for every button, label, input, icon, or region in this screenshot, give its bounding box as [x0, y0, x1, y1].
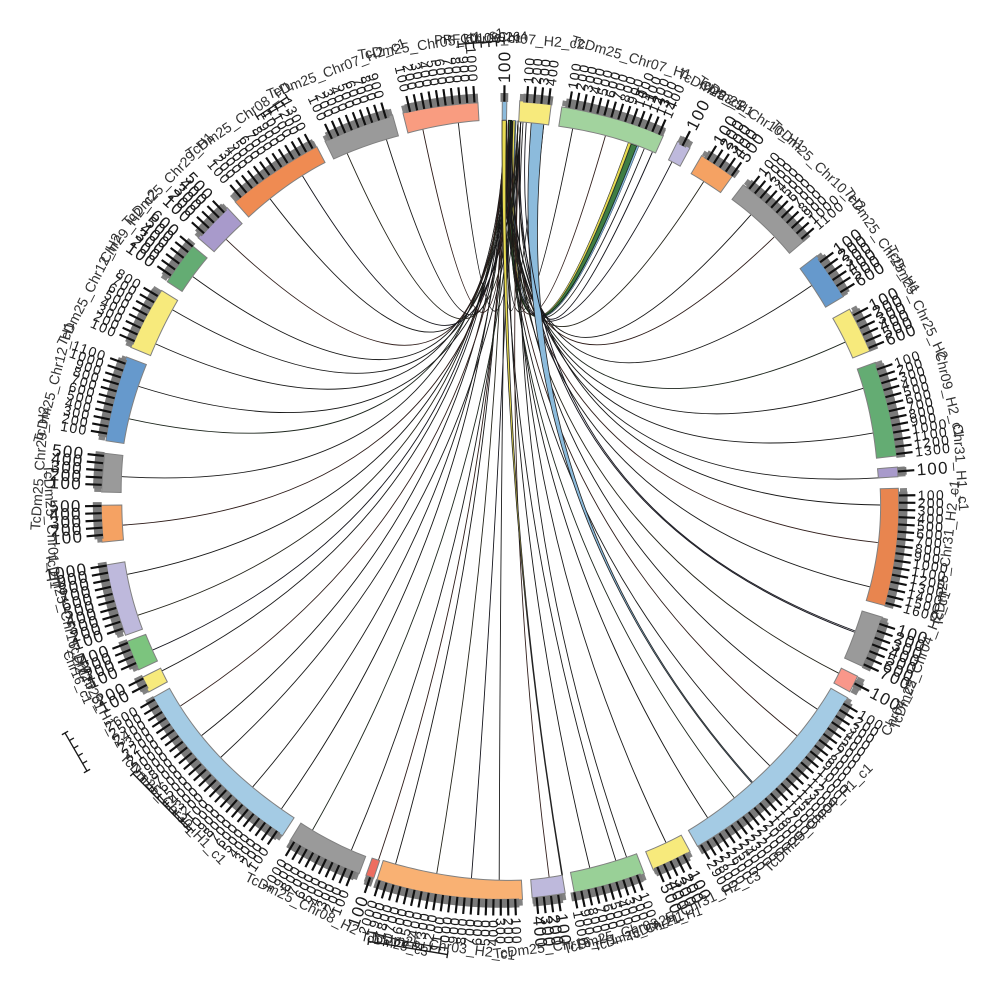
- svg-text:800: 800: [357, 73, 381, 104]
- svg-text:200: 200: [400, 63, 421, 93]
- svg-text:500: 500: [423, 59, 443, 89]
- svg-text:600: 600: [67, 378, 98, 400]
- svg-text:1400: 1400: [403, 909, 426, 948]
- svg-text:500: 500: [49, 497, 82, 516]
- svg-text:300: 300: [407, 61, 428, 91]
- svg-text:300: 300: [917, 502, 945, 519]
- svg-text:100: 100: [495, 50, 514, 83]
- svg-text:1000: 1000: [910, 415, 949, 437]
- svg-text:200: 200: [544, 913, 567, 948]
- svg-text:800: 800: [907, 401, 937, 422]
- svg-text:1200: 1200: [909, 570, 948, 593]
- svg-text:100: 100: [564, 61, 584, 91]
- svg-text:1000: 1000: [912, 555, 951, 576]
- svg-text:300: 300: [897, 362, 928, 385]
- svg-text:100: 100: [508, 917, 525, 945]
- svg-text:800: 800: [71, 363, 102, 386]
- svg-text:300: 300: [50, 457, 84, 478]
- svg-text:200: 200: [49, 465, 82, 486]
- svg-text:600: 600: [903, 385, 933, 407]
- svg-text:700: 700: [609, 71, 632, 102]
- svg-text:900: 900: [577, 908, 598, 938]
- svg-text:400: 400: [899, 370, 930, 393]
- svg-text:300: 300: [49, 512, 82, 533]
- svg-text:700: 700: [592, 904, 614, 934]
- svg-text:100: 100: [552, 912, 576, 947]
- svg-text:800: 800: [585, 906, 607, 936]
- svg-text:800: 800: [616, 73, 639, 104]
- svg-text:300: 300: [535, 57, 554, 86]
- svg-text:100: 100: [918, 487, 946, 503]
- svg-text:1100: 1100: [427, 914, 448, 951]
- svg-text:200: 200: [572, 62, 593, 92]
- svg-text:1100: 1100: [912, 424, 950, 445]
- svg-text:400: 400: [49, 504, 82, 524]
- svg-text:200: 200: [50, 520, 84, 541]
- svg-text:Chr07_H2_c2: Chr07_H2_c2: [497, 29, 586, 53]
- svg-text:400: 400: [587, 65, 609, 95]
- svg-text:500: 500: [477, 918, 494, 946]
- svg-text:200: 200: [500, 918, 517, 946]
- svg-text:Chr31_H1_c1: Chr31_H1_c1: [949, 423, 971, 512]
- svg-text:100: 100: [59, 418, 89, 438]
- svg-text:500: 500: [916, 518, 944, 536]
- svg-text:800: 800: [914, 540, 943, 559]
- svg-text:800: 800: [447, 56, 466, 85]
- svg-text:1000: 1000: [435, 915, 455, 953]
- svg-text:400: 400: [543, 58, 562, 87]
- svg-text:1300: 1300: [411, 911, 433, 950]
- svg-text:900: 900: [455, 55, 473, 84]
- svg-text:1400: 1400: [906, 585, 945, 609]
- svg-text:300: 300: [62, 402, 92, 423]
- svg-text:600: 600: [431, 58, 451, 87]
- svg-text:900: 900: [909, 409, 939, 430]
- svg-text:900: 900: [365, 71, 388, 102]
- svg-text:200: 200: [528, 56, 546, 85]
- svg-text:1300: 1300: [907, 578, 946, 601]
- svg-text:100: 100: [49, 473, 82, 493]
- svg-text:800: 800: [452, 916, 470, 945]
- svg-text:300: 300: [579, 64, 600, 94]
- svg-text:1000: 1000: [570, 909, 593, 948]
- svg-text:1200: 1200: [913, 431, 951, 452]
- svg-text:700: 700: [439, 57, 458, 86]
- svg-text:400: 400: [415, 60, 435, 90]
- svg-text:600: 600: [916, 525, 945, 543]
- svg-text:100: 100: [392, 64, 414, 94]
- svg-text:300: 300: [536, 914, 558, 948]
- svg-text:400: 400: [614, 897, 637, 928]
- svg-text:TcDm25_Chr01_H1: TcDm25_Chr01_H1: [39, 464, 62, 589]
- svg-text:1100: 1100: [910, 563, 948, 585]
- svg-text:700: 700: [905, 393, 935, 415]
- svg-text:500: 500: [901, 378, 932, 401]
- svg-text:400: 400: [529, 915, 551, 949]
- svg-text:1000: 1000: [463, 46, 481, 84]
- svg-text:700: 700: [69, 371, 100, 394]
- svg-text:500: 500: [51, 441, 85, 463]
- svg-text:1500: 1500: [395, 907, 418, 946]
- svg-text:700: 700: [460, 917, 478, 945]
- svg-text:900: 900: [444, 916, 463, 945]
- svg-text:100: 100: [50, 527, 84, 549]
- svg-text:400: 400: [50, 449, 84, 471]
- svg-text:300: 300: [493, 918, 509, 945]
- svg-text:100: 100: [520, 56, 538, 84]
- svg-text:400: 400: [485, 919, 501, 947]
- svg-text:400: 400: [64, 394, 94, 416]
- svg-text:200: 200: [918, 495, 946, 511]
- svg-text:500: 500: [65, 386, 95, 408]
- svg-text:600: 600: [602, 69, 625, 100]
- svg-text:1300: 1300: [914, 440, 952, 460]
- svg-text:700: 700: [915, 533, 944, 552]
- svg-text:200: 200: [61, 410, 91, 431]
- svg-text:100: 100: [916, 458, 950, 479]
- svg-text:1200: 1200: [419, 912, 441, 951]
- svg-text:600: 600: [469, 918, 486, 946]
- svg-text:900: 900: [913, 548, 942, 567]
- svg-text:500: 500: [594, 67, 616, 97]
- svg-text:500: 500: [607, 900, 630, 931]
- svg-text:600: 600: [600, 902, 622, 933]
- svg-text:400: 400: [917, 510, 945, 527]
